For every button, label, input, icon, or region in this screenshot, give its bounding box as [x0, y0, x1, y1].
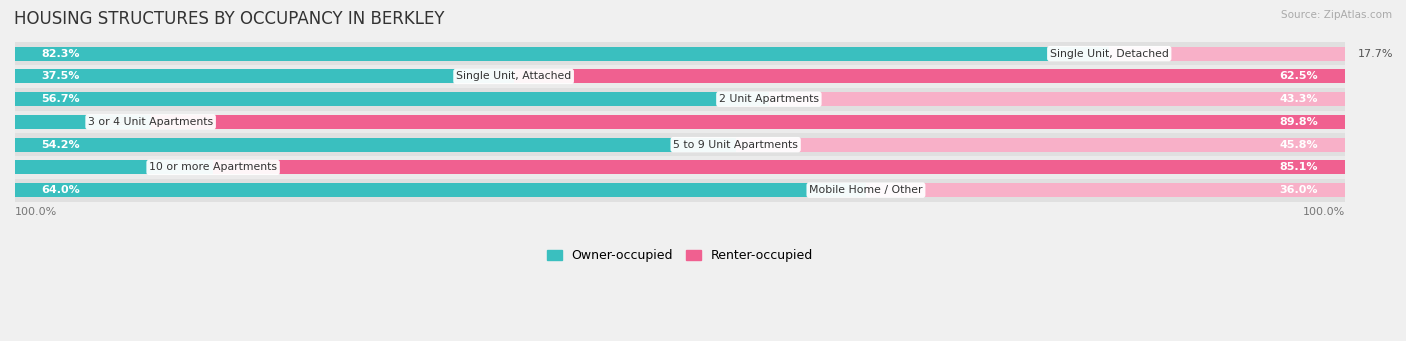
- Bar: [0, 65, 1371, 88]
- Bar: [513, 69, 1344, 84]
- Text: 62.5%: 62.5%: [1279, 71, 1317, 81]
- Bar: [0, 42, 1371, 65]
- Text: Mobile Home / Other: Mobile Home / Other: [810, 185, 922, 195]
- Text: 82.3%: 82.3%: [42, 49, 80, 59]
- Text: 17.7%: 17.7%: [1358, 49, 1393, 59]
- Bar: [0, 156, 1371, 179]
- Bar: [214, 160, 1344, 175]
- Bar: [735, 137, 1344, 152]
- Text: 3 or 4 Unit Apartments: 3 or 4 Unit Apartments: [89, 117, 214, 127]
- Bar: [0, 133, 1371, 156]
- Text: 89.8%: 89.8%: [1279, 117, 1317, 127]
- Text: 10 or more Apartments: 10 or more Apartments: [149, 162, 277, 173]
- Bar: [0, 110, 1371, 133]
- Bar: [15, 47, 1109, 61]
- Bar: [15, 137, 735, 152]
- Text: 43.3%: 43.3%: [1279, 94, 1317, 104]
- Text: Source: ZipAtlas.com: Source: ZipAtlas.com: [1281, 10, 1392, 20]
- Text: 14.9%: 14.9%: [165, 162, 200, 173]
- Text: 54.2%: 54.2%: [42, 140, 80, 150]
- Text: 85.1%: 85.1%: [1279, 162, 1317, 173]
- Text: 100.0%: 100.0%: [1302, 207, 1344, 217]
- Text: 2 Unit Apartments: 2 Unit Apartments: [718, 94, 818, 104]
- Bar: [15, 183, 866, 197]
- Bar: [15, 115, 150, 129]
- Text: 64.0%: 64.0%: [42, 185, 80, 195]
- Text: Single Unit, Detached: Single Unit, Detached: [1050, 49, 1168, 59]
- Text: 37.5%: 37.5%: [42, 71, 80, 81]
- Bar: [15, 92, 769, 106]
- Text: 10.2%: 10.2%: [103, 117, 138, 127]
- Text: 100.0%: 100.0%: [15, 207, 58, 217]
- Text: 45.8%: 45.8%: [1279, 140, 1317, 150]
- Bar: [1109, 47, 1344, 61]
- Bar: [769, 92, 1344, 106]
- Bar: [0, 88, 1371, 110]
- Bar: [15, 160, 214, 175]
- Text: 56.7%: 56.7%: [42, 94, 80, 104]
- Bar: [15, 69, 513, 84]
- Bar: [150, 115, 1344, 129]
- Legend: Owner-occupied, Renter-occupied: Owner-occupied, Renter-occupied: [547, 249, 813, 262]
- Text: 36.0%: 36.0%: [1279, 185, 1317, 195]
- Bar: [0, 179, 1371, 202]
- Bar: [866, 183, 1344, 197]
- Text: Single Unit, Attached: Single Unit, Attached: [456, 71, 571, 81]
- Text: 5 to 9 Unit Apartments: 5 to 9 Unit Apartments: [673, 140, 799, 150]
- Text: HOUSING STRUCTURES BY OCCUPANCY IN BERKLEY: HOUSING STRUCTURES BY OCCUPANCY IN BERKL…: [14, 10, 444, 28]
